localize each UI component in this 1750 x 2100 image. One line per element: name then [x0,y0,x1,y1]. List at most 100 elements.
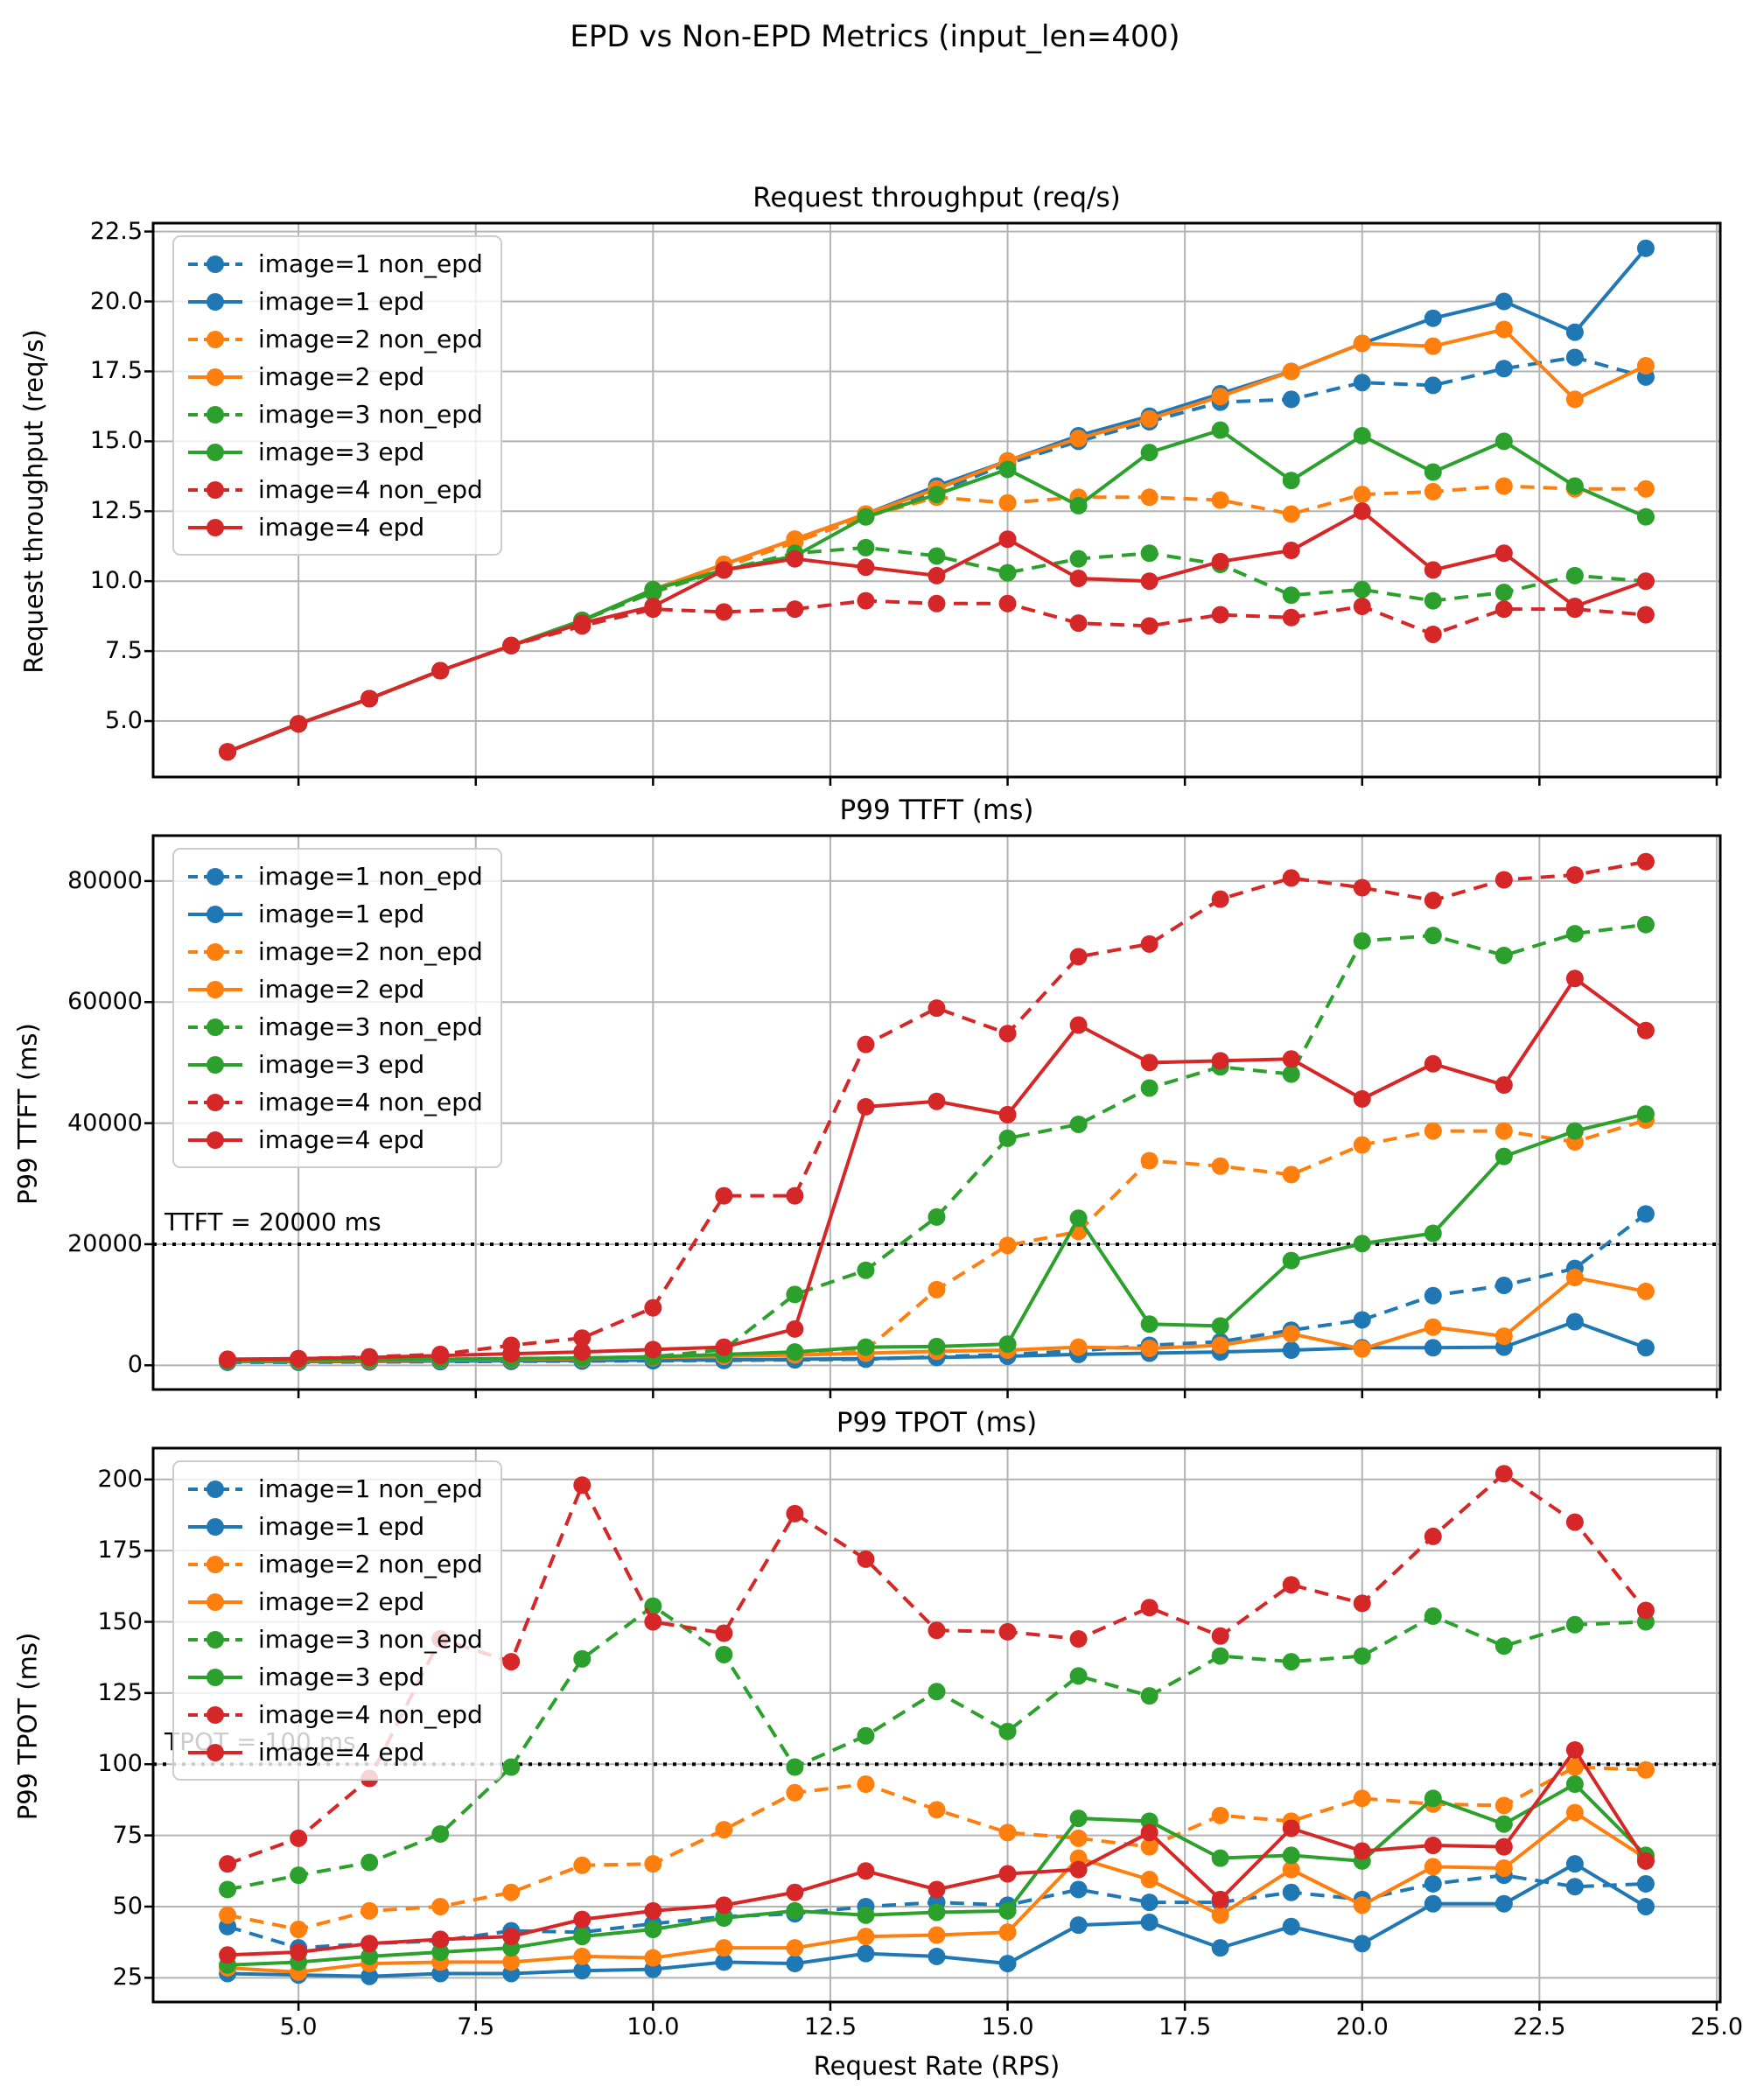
series-marker [1565,1740,1584,1759]
legend-label: image=3 epd [258,1050,425,1079]
series-marker [1353,1935,1371,1953]
dashed-line-marker-icon [188,867,242,886]
series-marker [1424,1339,1442,1357]
series-marker [786,1504,804,1522]
tick-label-y: 75 [112,1821,143,1849]
series-marker [360,1935,379,1953]
series-marker [431,1930,450,1949]
series-marker [1282,1917,1300,1936]
series-marker [1494,871,1513,889]
legend-label: image=2 epd [258,362,425,391]
series-marker [1636,1852,1655,1870]
legend-item: image=2 non_epd [186,1545,483,1583]
series-marker [1140,934,1158,953]
series-marker [1565,1758,1584,1776]
series-marker [1211,1890,1229,1908]
legend-item: image=2 epd [186,358,483,396]
series-marker [1211,1849,1229,1867]
series-marker [431,1943,450,1962]
legend-item: image=1 epd [186,1508,483,1545]
tick-label-y: 22.5 [89,217,143,245]
tick-label-x: 5.0 [279,2013,318,2040]
series-marker [857,1906,875,1924]
series-marker [1140,1599,1158,1617]
series-marker [1636,606,1655,624]
series-marker [1211,388,1229,406]
series-marker [290,1921,308,1939]
series-marker [998,460,1017,479]
series-marker [502,1928,521,1946]
series-marker [573,1947,592,1965]
series-marker [502,1883,521,1901]
dashed-line-marker-icon [188,942,242,961]
series-marker [1282,1819,1300,1838]
series-marker [1494,1465,1513,1483]
series-marker [715,561,733,579]
dashed-line-marker-icon [188,1555,242,1573]
series-marker [857,1726,875,1745]
series-marker [998,1129,1017,1147]
series-marker [1069,1016,1088,1034]
series-marker [1069,1829,1088,1847]
legend-label: image=3 non_epd [258,1012,483,1041]
legend-label: image=3 epd [258,1662,425,1691]
dashed-line-marker-icon [188,330,242,348]
series-marker [1282,1576,1300,1594]
legend-label: image=2 non_epd [258,1550,483,1578]
series-marker [1494,360,1513,378]
series-marker [998,594,1017,612]
series-marker [1211,1939,1229,1957]
series-marker [1211,1627,1229,1645]
series-marker [998,1622,1017,1641]
dashed-line-marker-icon [188,1630,242,1648]
series-marker [857,1338,875,1356]
dashed-line-marker-icon [188,1018,242,1036]
series-marker [1494,1859,1513,1878]
legend-label: image=2 non_epd [258,937,483,966]
series-marker [1565,477,1584,495]
legend-swatch-dot [206,443,224,461]
series-marker [1211,1336,1229,1354]
legend-swatch-dot [206,942,224,961]
axes-spine [151,1446,1722,2004]
series-marker [1424,1054,1442,1073]
legend-swatch-dot [206,1093,224,1111]
series-marker [1494,1147,1513,1166]
series-marker [998,1025,1017,1043]
series-marker [857,1550,875,1568]
series-marker [928,1947,946,1965]
series-marker [928,566,946,584]
series-marker [1140,410,1158,428]
series-marker [1282,1846,1300,1865]
series-marker [1282,1065,1300,1083]
dashed-line-marker-icon [188,480,242,499]
series-marker [1565,597,1584,615]
solid-line-marker-icon [188,1743,242,1761]
tick-label-y: 10.0 [89,567,143,595]
series-marker [1565,865,1584,884]
series-marker [1353,932,1371,950]
legend-swatch-dot [206,330,224,348]
series-marker [1282,542,1300,560]
legend-label: image=4 non_epd [258,1700,483,1729]
series-marker [1636,1897,1655,1915]
series-marker [1424,1837,1442,1855]
legend-swatch-dot [206,980,224,998]
series-marker [502,636,521,654]
legend-label: image=2 epd [258,1587,425,1616]
series-marker [857,1862,875,1880]
tick-label-y: 50 [112,1892,143,1920]
series-marker [1494,432,1513,451]
series-marker [1211,552,1229,570]
series-marker [1424,1224,1442,1242]
series-marker [857,508,875,526]
series-marker [1140,1871,1158,1889]
series-marker [1424,892,1442,910]
series-marker [219,743,237,761]
series-marker [502,1953,521,1971]
series-marker [1494,544,1513,563]
legend: image=1 non_epd image=1 epd image=2 non_ep… [172,848,502,1168]
series-marker [1282,1325,1300,1343]
series-marker [715,1624,733,1642]
series-marker [928,1208,946,1226]
